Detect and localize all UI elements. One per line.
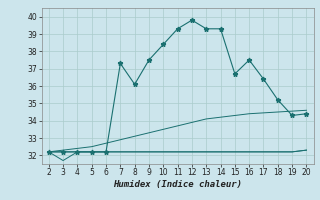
X-axis label: Humidex (Indice chaleur): Humidex (Indice chaleur) <box>113 180 242 189</box>
